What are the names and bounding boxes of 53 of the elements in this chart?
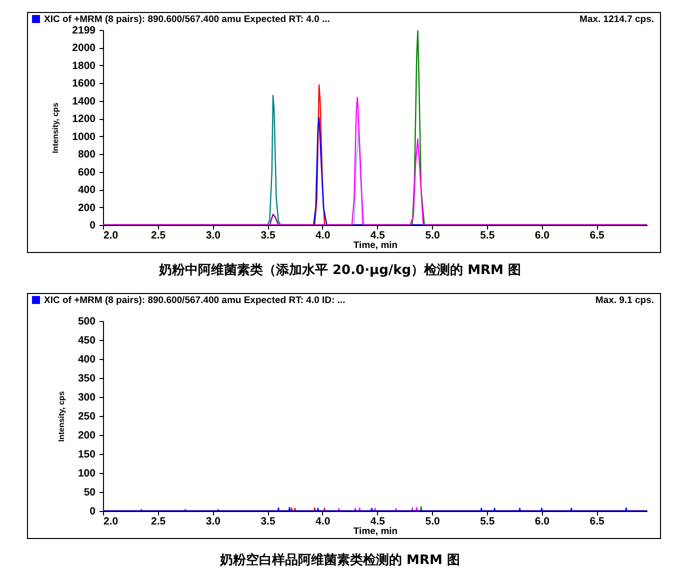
- y-tick-label: 2199: [72, 24, 96, 36]
- x-tick-label: 6.0: [534, 516, 550, 528]
- y-axis-title: Intensity, cps: [51, 102, 60, 154]
- x-tick-label: 6.5: [590, 516, 604, 528]
- x-tick-label: 3.5: [260, 230, 276, 242]
- x-tick-label: 3.0: [206, 230, 221, 242]
- y-tick-label: 1600: [72, 78, 96, 90]
- x-tick-label: 6.0: [534, 230, 550, 242]
- y-tick-label: 250: [78, 410, 96, 422]
- x-tick-label: 4.0: [316, 516, 330, 528]
- text: Max. 1214.7 cps.: [580, 14, 654, 25]
- x-tick-label: 5.5: [480, 516, 495, 528]
- text: Max. 9.1 cps.: [595, 295, 654, 306]
- y-tick-label: 2000: [72, 42, 96, 54]
- x-tick-label: 4.5: [370, 516, 386, 528]
- y-tick-label: 1800: [72, 60, 96, 72]
- x-tick-label: 2.0: [104, 230, 118, 242]
- y-tick-label: 1000: [72, 130, 96, 143]
- chart-title: XIC of +MRM (8 pairs): 890.600/567.400 amu Expected RT: 4.0 ID: ...: [44, 295, 346, 306]
- y-tick-label: 150: [78, 448, 96, 460]
- x-tick-label: 5.0: [425, 516, 440, 528]
- y-tick-label: 1200: [72, 113, 96, 126]
- y-tick-label: 400: [78, 354, 96, 366]
- y-tick-label: 1400: [72, 95, 96, 108]
- y-axis-title: Intensity, cps: [56, 390, 66, 442]
- y-tick-label: 300: [78, 392, 96, 404]
- y-tick-label: 400: [78, 184, 96, 196]
- x-tick-label: 4.5: [370, 230, 386, 242]
- x-tick-label: 5.0: [425, 230, 440, 242]
- chart-title: XIC of +MRM (8 pairs): 890.600/567.400 amu Expected RT: 4.0 ...: [44, 14, 330, 25]
- x-axis-title: Time, min: [353, 240, 398, 251]
- x-tick-label: 2.5: [151, 230, 166, 242]
- x-tick-label: 5.5: [480, 230, 495, 242]
- y-tick-label: 0: [90, 506, 96, 518]
- y-tick-label: 450: [78, 334, 96, 346]
- y-tick-label: 200: [78, 430, 96, 442]
- text: 奶粉空白样品阿维菌素类检测的 MRM 图: [218, 552, 461, 569]
- y-tick-label: 200: [78, 202, 96, 214]
- x-tick-label: 6.5: [590, 230, 604, 242]
- x-tick-label: 3.0: [206, 516, 221, 528]
- y-tick-label: 600: [78, 166, 96, 178]
- y-tick-label: 500: [78, 316, 96, 328]
- y-tick-label: 50: [84, 486, 96, 498]
- x-tick-label: 2.5: [151, 516, 166, 528]
- y-tick-label: 350: [78, 372, 96, 384]
- y-tick-label: 0: [90, 220, 96, 232]
- y-tick-label: 800: [78, 148, 96, 161]
- x-tick-label: 3.5: [260, 516, 276, 528]
- x-tick-label: 4.0: [316, 230, 330, 242]
- x-tick-label: 2.0: [104, 516, 118, 528]
- text: 奶粉中阿维菌素类（添加水平 20.0·μg/kg）检测的 MRM 图: [158, 262, 522, 279]
- x-axis-title: Time, min: [353, 526, 398, 537]
- y-tick-label: 100: [78, 468, 96, 480]
